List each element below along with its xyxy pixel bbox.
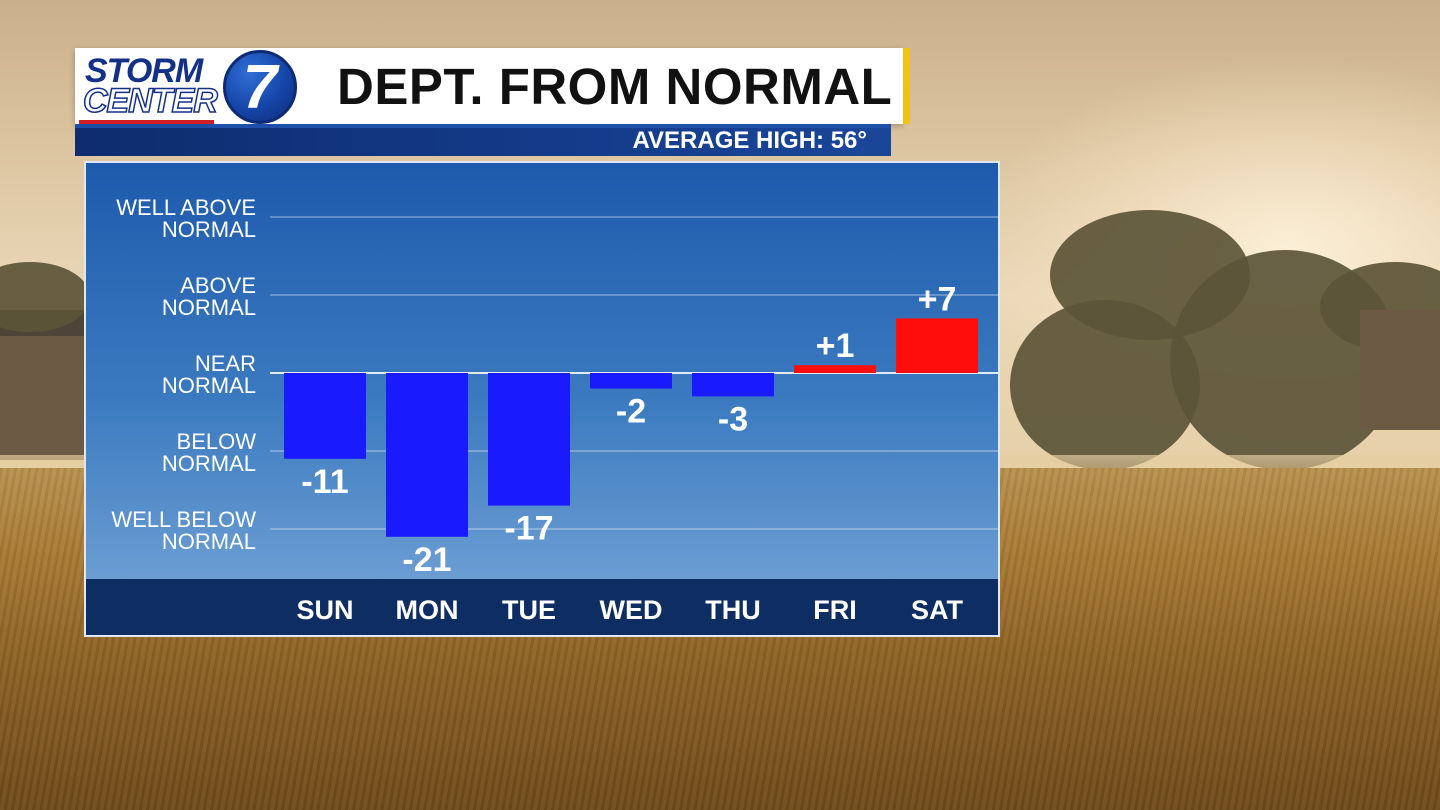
- value-label-sat: +7: [918, 280, 957, 318]
- value-label-tue: -17: [504, 510, 553, 548]
- logo-storm-text: STORM: [85, 52, 203, 90]
- day-label-thu: THU: [705, 595, 761, 625]
- day-label-fri: FRI: [813, 595, 857, 625]
- background-tree: [1010, 300, 1200, 470]
- y-label-line1: NEAR: [195, 351, 256, 376]
- day-label-wed: WED: [600, 595, 663, 625]
- bar-wed: [590, 373, 672, 389]
- day-label-mon: MON: [396, 595, 459, 625]
- chart-panel: WELL ABOVE NORMAL ABOVE NORMAL NEAR NORMAL BEL…: [84, 161, 1000, 637]
- title-bar: STORM CENTER 7 DEPT. FROM NORMAL: [75, 48, 903, 124]
- y-label-line2: NORMAL: [162, 217, 256, 242]
- y-label-line2: NORMAL: [162, 451, 256, 476]
- title-accent: [903, 48, 910, 124]
- value-labels: -11 -21 -17 -2 -3 +1 +7: [301, 280, 956, 578]
- background-house: [0, 330, 84, 460]
- logo-underline: [79, 120, 214, 124]
- day-labels: SUN MON TUE WED THU FRI SAT: [296, 595, 963, 625]
- bar-sun: [284, 373, 366, 459]
- bar-fri: [794, 365, 876, 373]
- y-label-line1: ABOVE: [180, 273, 256, 298]
- day-axis-band: [86, 579, 998, 635]
- y-label-line2: NORMAL: [162, 529, 256, 554]
- y-label-line1: WELL ABOVE: [116, 195, 256, 220]
- value-label-mon: -21: [402, 541, 451, 579]
- day-label-sat: SAT: [911, 595, 964, 625]
- page-title: DEPT. FROM NORMAL: [337, 58, 893, 115]
- logo-center-text: CENTER: [82, 82, 218, 120]
- background-house: [1360, 310, 1440, 430]
- y-label-line2: NORMAL: [162, 295, 256, 320]
- channel-7-icon: 7: [223, 50, 297, 124]
- day-label-sun: SUN: [296, 595, 353, 625]
- value-label-thu: -3: [718, 400, 748, 438]
- logo-number: 7: [242, 53, 278, 122]
- value-label-sun: -11: [301, 463, 348, 501]
- y-label-line1: BELOW: [177, 429, 257, 454]
- subtitle-bar: AVERAGE HIGH: 56°: [75, 124, 891, 156]
- value-label-fri: +1: [816, 327, 855, 365]
- average-high-label: AVERAGE HIGH: 56°: [632, 127, 867, 154]
- day-label-tue: TUE: [502, 595, 556, 625]
- y-label-line2: NORMAL: [162, 373, 256, 398]
- y-axis-labels: WELL ABOVENORMALABOVENORMALNEARNORMALBEL…: [111, 195, 256, 554]
- y-label-line1: WELL BELOW: [111, 507, 256, 532]
- storm-center-7-logo: STORM CENTER 7: [79, 50, 299, 124]
- bar-mon: [386, 373, 468, 537]
- bar-sat: [896, 318, 978, 373]
- header: STORM CENTER 7 DEPT. FROM NORMAL AVERAGE…: [75, 48, 910, 156]
- departure-bar-chart: WELL ABOVENORMALABOVENORMALNEARNORMALBEL…: [86, 195, 998, 635]
- bar-tue: [488, 373, 570, 506]
- bar-thu: [692, 373, 774, 397]
- bars: [284, 318, 978, 537]
- subtitle-stripe: [75, 124, 891, 128]
- value-label-wed: -2: [616, 393, 646, 431]
